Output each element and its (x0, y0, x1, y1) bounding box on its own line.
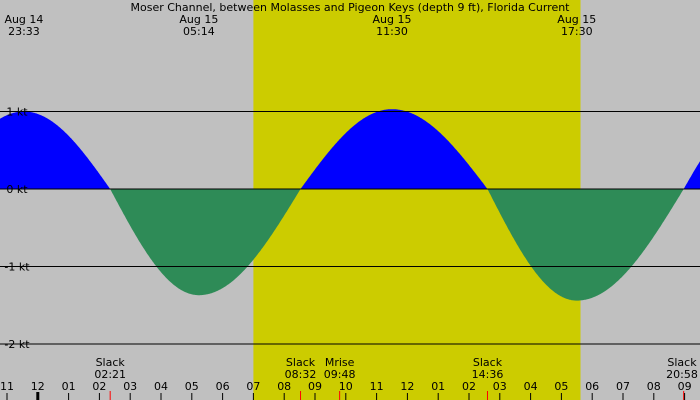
x-tick-label: 05 (554, 380, 568, 393)
x-tick-label: 02 (92, 380, 106, 393)
x-tick-label: 06 (585, 380, 599, 393)
x-tick-label: 03 (493, 380, 507, 393)
x-tick-label: 11 (0, 380, 14, 393)
flood-current-area (0, 109, 700, 189)
x-tick-label: 08 (277, 380, 291, 393)
x-tick-label: 03 (123, 380, 137, 393)
slack-event-label: Mrise (325, 356, 355, 369)
y-gridlines: 1 kt 0 kt -1 kt -2 kt (0, 106, 700, 351)
x-tick-label: 01 (431, 380, 445, 393)
x-tick-label: 08 (647, 380, 661, 393)
x-tick-label: 01 (62, 380, 76, 393)
ebb-current-area (0, 189, 700, 301)
x-tick-label: 07 (246, 380, 260, 393)
extremum-time-label: 17:30 (561, 25, 593, 38)
x-tick-label: 10 (339, 380, 353, 393)
slack-event-time: 09:48 (324, 368, 356, 381)
x-tick-label: 12 (31, 380, 45, 393)
x-tick-label: 06 (216, 380, 230, 393)
x-tick-label: 04 (524, 380, 538, 393)
y-tick-label: 0 kt (6, 183, 28, 196)
slack-event-label: Slack (473, 356, 503, 369)
slack-event-label: Slack (286, 356, 316, 369)
x-tick-label: 04 (154, 380, 168, 393)
y-tick-label: -2 kt (4, 338, 30, 351)
x-tick-label: 12 (400, 380, 414, 393)
chart-title: Moser Channel, between Molasses and Pige… (131, 1, 571, 14)
extremum-time-label: 05:14 (183, 25, 215, 38)
slack-event-time: 14:36 (472, 368, 504, 381)
y-tick-label: 1 kt (6, 106, 28, 119)
x-tick-label: 11 (370, 380, 384, 393)
y-tick-label: -1 kt (4, 261, 30, 274)
slack-event-label: Slack (96, 356, 126, 369)
x-tick-label: 09 (308, 380, 322, 393)
x-axis: 11 12 01 02 03 04 05 06 07 08 09 10 11 12 01 02 03 04 05 06… (0, 380, 692, 400)
extremum-date-label: Aug 15 (557, 13, 596, 26)
x-tick-label: 07 (616, 380, 630, 393)
slack-event-time: 20:58 (666, 368, 698, 381)
extremum-date-label: Aug 15 (373, 13, 412, 26)
x-tick-label: 02 (462, 380, 476, 393)
x-tick-label: 09 (678, 380, 692, 393)
slack-event-label: Slack (667, 356, 697, 369)
extremum-time-label: 11:30 (376, 25, 408, 38)
slack-event-time: 08:32 (285, 368, 317, 381)
x-tick-label: 05 (185, 380, 199, 393)
extremum-time-label: 23:33 (8, 25, 40, 38)
slack-labels: Slack02:21Slack08:32Mrise09:48Slack14:36… (94, 356, 698, 400)
extremum-date-label: Aug 15 (179, 13, 218, 26)
extremum-date-label: Aug 14 (4, 13, 43, 26)
slack-event-time: 02:21 (94, 368, 126, 381)
